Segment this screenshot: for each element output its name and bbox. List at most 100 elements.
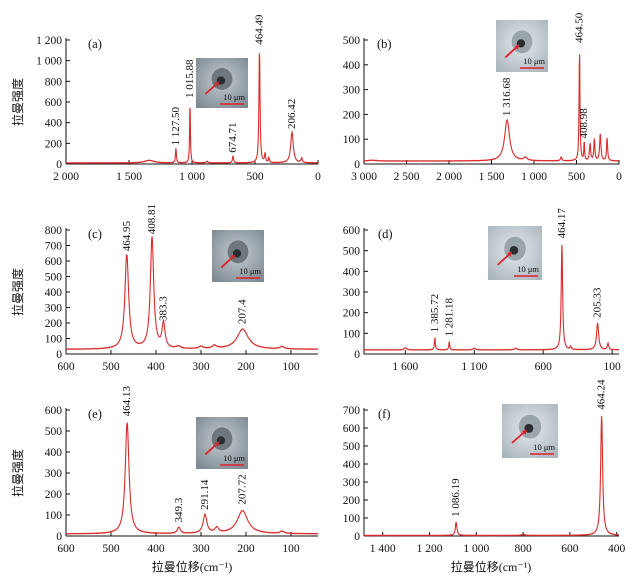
x-tick-label: 2 000 [436,171,462,183]
peak-label: 205.33 [592,287,604,318]
peak-label: 1 316.68 [501,77,513,116]
x-tick-label: 3 000 [351,171,377,183]
peak-label: 464.49 [253,14,265,45]
y-tick-label: 0 [354,159,360,171]
spectrum-line-f [363,415,620,537]
micrograph-inset: 10 μm [496,20,548,72]
y-tick-label: 500 [45,426,63,438]
x-tick-label: 400 [147,543,165,555]
peak-label: 1 385.72 [429,294,441,333]
y-tick-label: 600 [45,256,63,268]
y-tick-label: 200 [45,318,63,330]
x-tick-label: 600 [535,361,553,373]
chart-panel-f: 0 100 200 300 400 500 600 700 1 400 1 200 1 000 800… [343,379,626,555]
x-tick-label: 200 [237,361,255,373]
x-tick-label: 1 200 [417,543,443,555]
y-tick-label: 600 [343,225,361,237]
spectrum-line-c [65,236,319,351]
y-tick-label: 700 [343,405,361,417]
y-tick-label: 400 [45,447,63,459]
pointer-arrowhead-icon [230,254,236,260]
peak-label: 291.14 [199,479,211,510]
y-tick-label: 1 200 [36,35,62,47]
spectrum-line-a [65,53,319,164]
peak-label: 1 086.19 [450,478,462,517]
y-tick-label: 400 [45,118,63,130]
y-tick-label: 400 [45,287,63,299]
y-tick-label: 300 [343,477,361,489]
peak-label: 383.3 [158,296,170,321]
y-tick-label: 0 [56,349,62,361]
peak-label: 464.13 [121,386,133,417]
y-tick-label: 600 [45,97,63,109]
y-tick-label: 400 [343,266,361,278]
y-tick-label: 700 [45,241,63,253]
y-tick-label: 500 [45,272,63,284]
peak-label: 674.71 [227,122,239,152]
y-tick-label: 400 [343,459,361,471]
y-tick-label: 600 [343,423,361,435]
scale-bar-label: 10 μm [517,264,539,274]
panel-tag: (b) [377,37,392,51]
y-tick-label: 500 [343,441,361,453]
chart-panel-a: 0 200 400 600 800 1 000 1 200 2 000 1 500 1 000 50… [36,14,321,183]
pointer-arrow-icon [204,82,219,95]
pointer-arrowhead-icon [514,44,520,50]
scale-bar-label: 10 μm [223,453,245,463]
y-tick-label: 500 [343,246,361,258]
pointer-arrowhead-icon [522,429,528,435]
peak-label: 207.4 [237,299,249,324]
x-tick-label: 600 [57,543,75,555]
y-axis-title: 拉曼强度 [10,449,25,497]
chart-panel-b: 0 100 200 300 400 500 3 000 2 500 2 000 1 500 1 00… [343,12,622,183]
micrograph-inset: 10 μm [502,404,558,458]
y-tick-label: 0 [56,159,62,171]
y-tick-label: 200 [343,495,361,507]
x-tick-label: 1 400 [370,543,396,555]
y-tick-label: 0 [354,531,360,543]
pointer-arrow-icon [220,255,235,269]
peak-label: 1 015.88 [184,59,196,98]
y-tick-label: 100 [45,334,63,346]
y-tick-label: 300 [45,303,63,315]
scale-bar-label: 10 μm [239,266,261,276]
spectrum-line-b [363,54,620,162]
peak-label: 408.98 [578,108,590,139]
y-tick-label: 1 000 [36,56,62,68]
x-tick-label: 600 [561,543,579,555]
spectrum-line-e [65,422,319,535]
y-tick-label: 800 [45,76,63,88]
x-tick-label: 500 [246,171,264,183]
peak-label: 464.95 [121,221,133,252]
x-tick-label: 1 000 [463,543,489,555]
panel-tag: (e) [88,407,102,421]
y-tick-label: 0 [354,349,360,361]
chart-panel-e: 0 100 200 300 400 500 600 600 500 400 300 200 100 464… [45,386,319,555]
x-tick-label: 2 000 [53,171,79,183]
y-tick-label: 0 [56,531,62,543]
x-tick-label: 500 [102,543,120,555]
x-tick-label: 500 [568,171,586,183]
panel-tag: (a) [88,37,102,51]
y-tick-label: 200 [45,138,63,150]
y-tick-label: 600 [45,405,63,417]
scale-bar-label: 10 μm [523,56,545,66]
y-tick-label: 300 [45,468,63,480]
x-tick-label: 600 [57,361,75,373]
y-tick-label: 100 [343,328,361,340]
scale-bar-label: 10 μm [223,92,245,102]
x-tick-label: 1 000 [179,171,205,183]
y-tick-label: 500 [343,35,361,47]
micrograph-inset: 10 μm [196,417,248,469]
pointer-arrowhead-icon [214,81,220,87]
x-tick-label: 100 [603,361,621,373]
micrograph-inset: 10 μm [212,230,264,282]
pointer-arrowhead-icon [214,441,220,447]
y-tick-label: 100 [45,510,63,522]
peak-label: 206.42 [286,99,298,129]
pointer-arrow-icon [497,252,512,266]
x-tick-label: 0 [315,171,321,183]
peak-label: 1 127.50 [170,106,182,145]
peak-label: 464.24 [596,379,608,410]
